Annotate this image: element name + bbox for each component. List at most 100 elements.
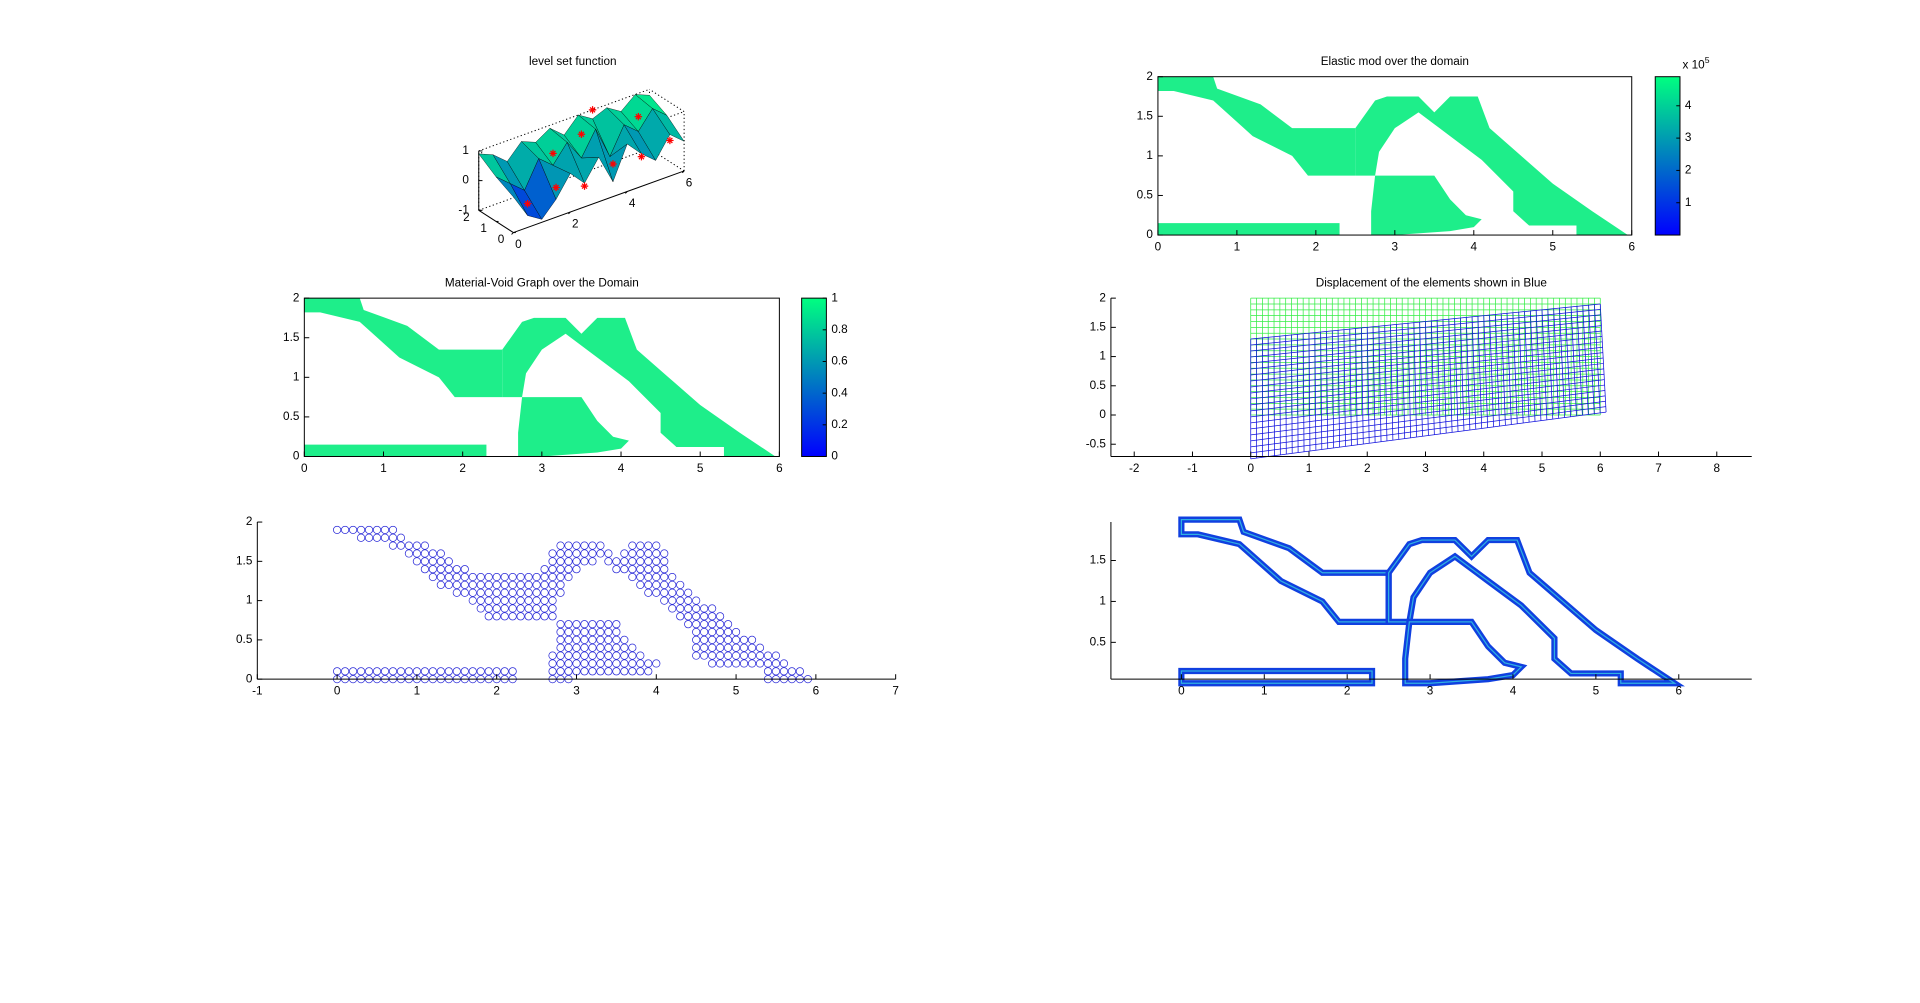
x-tick — [568, 211, 571, 215]
material-node — [588, 667, 597, 676]
plot-title: Material-Void Graph over the Domain — [445, 276, 639, 289]
material-node — [779, 667, 789, 676]
material-node — [636, 651, 645, 660]
material-node — [644, 572, 653, 582]
material-node — [444, 580, 453, 589]
material-node — [564, 572, 573, 582]
deformed-mesh-line — [1250, 373, 1605, 418]
y-tick-label: 2 — [293, 291, 300, 304]
material-node — [564, 643, 573, 652]
material-node — [652, 572, 661, 582]
material-node — [556, 627, 565, 637]
marker — [588, 106, 597, 114]
material-node — [628, 667, 637, 676]
material-node — [548, 612, 557, 621]
material-node — [572, 627, 581, 637]
material-node — [716, 635, 725, 644]
deformed-mesh-line — [1250, 411, 1607, 460]
y-tick-label: 1.5 — [1090, 320, 1107, 333]
colorbar-tick-label: 1 — [1685, 196, 1692, 209]
material-node — [747, 635, 757, 644]
material-node — [412, 541, 421, 550]
material-node — [588, 627, 597, 637]
material-node — [484, 580, 493, 589]
material-node — [604, 627, 613, 637]
material-node — [484, 667, 493, 676]
material-region — [518, 397, 629, 457]
material-node — [468, 580, 477, 589]
material-node — [652, 588, 661, 597]
material-node — [452, 565, 461, 574]
material-node — [700, 604, 709, 613]
marker — [634, 112, 643, 121]
material-node — [556, 643, 565, 652]
material-node — [540, 612, 549, 621]
x-tick-label: 4 — [618, 462, 625, 475]
material-node — [564, 549, 573, 558]
marker — [549, 149, 557, 158]
material-node — [580, 643, 589, 652]
material-node — [763, 651, 773, 660]
material-node — [500, 580, 509, 589]
material-node — [380, 667, 390, 676]
contour-inner — [1180, 518, 1390, 623]
y-tick-label: 1 — [1146, 149, 1153, 162]
material-node — [572, 635, 581, 644]
material-node — [492, 604, 501, 613]
material-node — [747, 651, 757, 660]
material-node — [532, 588, 541, 597]
material-node — [364, 533, 374, 542]
material-node — [731, 635, 741, 644]
material-node — [484, 596, 493, 605]
material-node — [516, 588, 525, 597]
material-node — [388, 525, 398, 534]
marker — [577, 130, 586, 138]
material-node — [660, 580, 669, 589]
material-node — [636, 557, 645, 566]
x-axis-line — [513, 170, 685, 234]
material-node — [428, 572, 437, 582]
material-node — [636, 541, 645, 550]
material-node — [404, 667, 414, 676]
x-tick — [625, 191, 628, 194]
material-node — [660, 565, 669, 574]
material-node — [476, 667, 485, 676]
y-tick-label: 2 — [1146, 70, 1153, 83]
material-node — [716, 643, 725, 652]
deformed-mesh-line — [1250, 303, 1601, 340]
material-node — [588, 541, 597, 550]
material-node — [700, 620, 709, 629]
material-node — [612, 667, 621, 676]
material-node — [620, 651, 629, 660]
material-node — [508, 612, 517, 621]
marker-stroke — [610, 161, 616, 167]
material-node — [356, 525, 366, 534]
material-node — [420, 549, 429, 558]
marker-stroke — [638, 153, 645, 160]
box-edge — [649, 88, 685, 113]
material-node — [508, 572, 517, 582]
x-tick-label: 0 — [1178, 685, 1185, 698]
material-node — [436, 580, 445, 589]
y-tick-label: 0.5 — [1090, 379, 1107, 392]
material-node — [468, 588, 477, 597]
material-node — [452, 572, 461, 582]
material-node — [612, 557, 621, 566]
material-node — [508, 580, 517, 589]
material-node — [444, 572, 453, 582]
x-tick-label: 2 — [1313, 241, 1320, 254]
marker — [523, 199, 532, 208]
colorbar-tick-label: 0.8 — [831, 323, 848, 336]
material-node — [596, 635, 605, 644]
material-node — [636, 572, 645, 582]
material-node — [628, 565, 637, 574]
material-node — [596, 651, 605, 660]
material-node — [524, 612, 533, 621]
contour-outer — [1385, 536, 1685, 687]
material-node — [556, 667, 565, 676]
material-node — [364, 667, 374, 676]
material-node — [636, 659, 645, 668]
material-node — [556, 580, 565, 589]
material-node — [588, 643, 597, 652]
